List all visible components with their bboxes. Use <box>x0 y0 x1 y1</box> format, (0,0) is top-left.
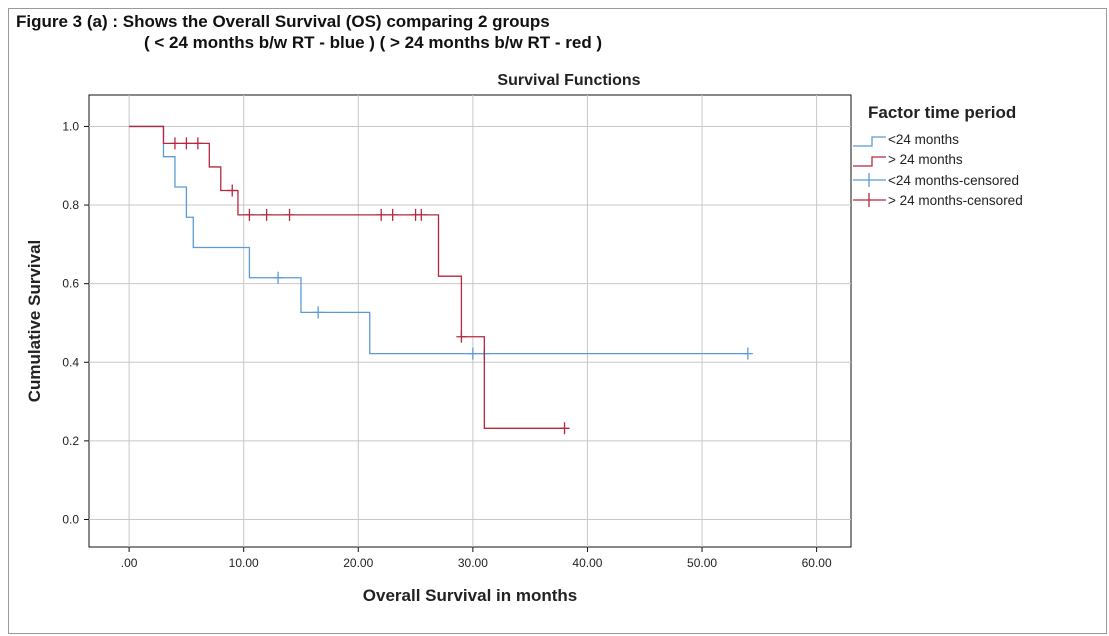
axis-ticks: .00 10.00 20.00 30.00 40.00 50.00 60.00 0.0 0.2 0… <box>62 119 832 570</box>
legend-title: Factor time period <box>868 103 1016 122</box>
censored-mark-lt24 <box>742 347 753 360</box>
y-tick-label: 0.2 <box>62 434 79 448</box>
x-tick-label: 20.00 <box>343 556 373 570</box>
series-layer <box>129 125 753 435</box>
y-tick-label: 0.6 <box>62 277 79 291</box>
survival-step-line-lt24 <box>129 125 748 355</box>
censored-mark-gt24 <box>227 184 238 197</box>
figure-caption-line-2: ( < 24 months b/w RT - blue ) ( > 24 mon… <box>144 33 603 52</box>
legend-swatch-lt24 <box>853 136 886 147</box>
chart-title: Survival Functions <box>497 72 640 89</box>
censored-mark-gt24 <box>261 208 272 221</box>
censored-mark-lt24 <box>273 271 284 284</box>
y-tick-label: 0.0 <box>62 512 79 526</box>
censored-mark-lt24 <box>313 306 324 319</box>
censored-mark-gt24 <box>244 208 255 221</box>
censored-mark-gt24 <box>559 422 570 435</box>
y-tick-label: 1.0 <box>62 119 79 133</box>
censored-mark-gt24 <box>456 330 467 343</box>
censored-mark-gt24 <box>284 208 295 221</box>
censored-mark-gt24 <box>416 208 427 221</box>
x-tick-label: 40.00 <box>572 556 602 570</box>
censored-mark-lt24 <box>467 347 478 360</box>
censored-mark-gt24 <box>387 208 398 221</box>
legend-swatch-lt24-censored <box>853 173 886 187</box>
legend-label-lt24-censored: <24 months-censored <box>888 173 1019 188</box>
legend-swatch-gt24 <box>853 156 886 167</box>
x-tick-label: .00 <box>121 556 138 570</box>
grid-lines <box>89 95 851 547</box>
figure-caption-line-1: Figure 3 (a) : Shows the Overall Surviva… <box>16 12 550 31</box>
y-axis-label: Cumulative Survival <box>25 240 44 403</box>
censored-mark-gt24 <box>376 208 387 221</box>
legend: Factor time period <24 months > 24 month… <box>853 103 1023 208</box>
y-tick-label: 0.8 <box>62 198 79 212</box>
legend-label-gt24: > 24 months <box>888 152 963 167</box>
y-tick-label: 0.4 <box>62 355 79 369</box>
plot-area <box>88 94 852 548</box>
x-tick-label: 30.00 <box>458 556 488 570</box>
legend-swatch-gt24-censored <box>853 193 886 207</box>
legend-label-lt24: <24 months <box>888 132 959 147</box>
x-tick-label: 50.00 <box>687 556 717 570</box>
legend-label-gt24-censored: > 24 months-censored <box>888 193 1023 208</box>
censored-mark-gt24 <box>169 137 180 150</box>
x-tick-label: 10.00 <box>229 556 259 570</box>
censored-mark-gt24 <box>192 137 203 150</box>
x-axis-label: Overall Survival in months <box>363 586 577 605</box>
censored-mark-gt24 <box>181 137 192 150</box>
x-tick-label: 60.00 <box>802 556 832 570</box>
